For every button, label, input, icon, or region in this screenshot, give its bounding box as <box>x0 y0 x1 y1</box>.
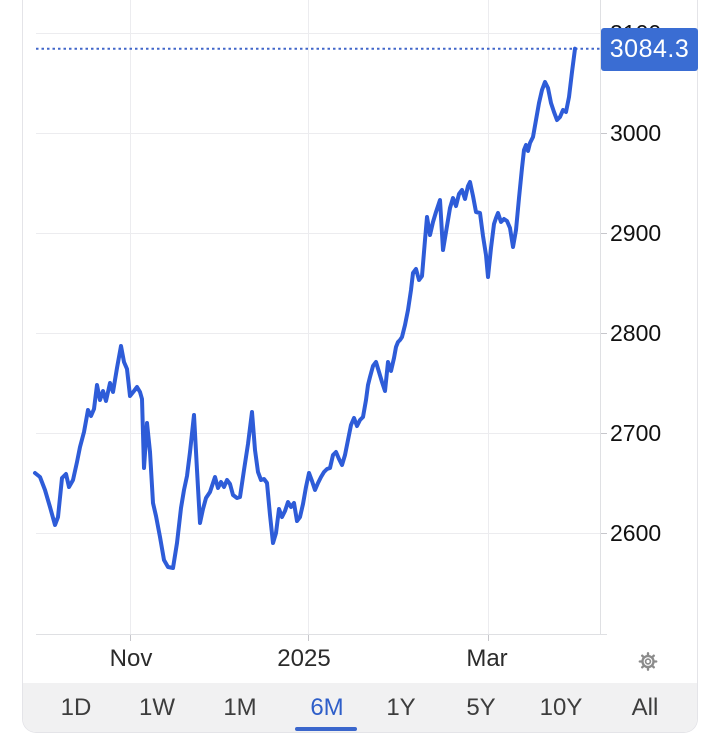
y-axis-label: 2700 <box>610 420 662 446</box>
gear-icon <box>638 651 658 671</box>
range-button-all[interactable]: All <box>631 694 659 721</box>
range-selector-bar <box>23 683 697 732</box>
range-button-1y[interactable]: 1Y <box>386 694 416 721</box>
range-button-1w[interactable]: 1W <box>139 694 175 721</box>
x-axis-label: 2025 <box>277 645 331 672</box>
y-axis-label: 3000 <box>610 120 662 146</box>
active-range-underline <box>295 727 357 731</box>
range-button-10y[interactable]: 10Y <box>539 694 583 721</box>
chart-card <box>22 0 698 733</box>
range-button-1m[interactable]: 1M <box>223 694 257 721</box>
settings-button[interactable] <box>632 645 664 677</box>
y-axis-label: 2600 <box>610 520 662 546</box>
y-axis-label: 2800 <box>610 320 662 346</box>
range-button-6m[interactable]: 6M <box>310 694 344 721</box>
range-button-5y[interactable]: 5Y <box>466 694 496 721</box>
x-axis-label: Mar <box>466 645 508 672</box>
x-axis-label: Nov <box>109 645 153 672</box>
range-button-1d[interactable]: 1D <box>60 694 92 721</box>
y-axis-label: 2900 <box>610 220 662 246</box>
current-price-badge: 3084.3 <box>601 28 698 71</box>
